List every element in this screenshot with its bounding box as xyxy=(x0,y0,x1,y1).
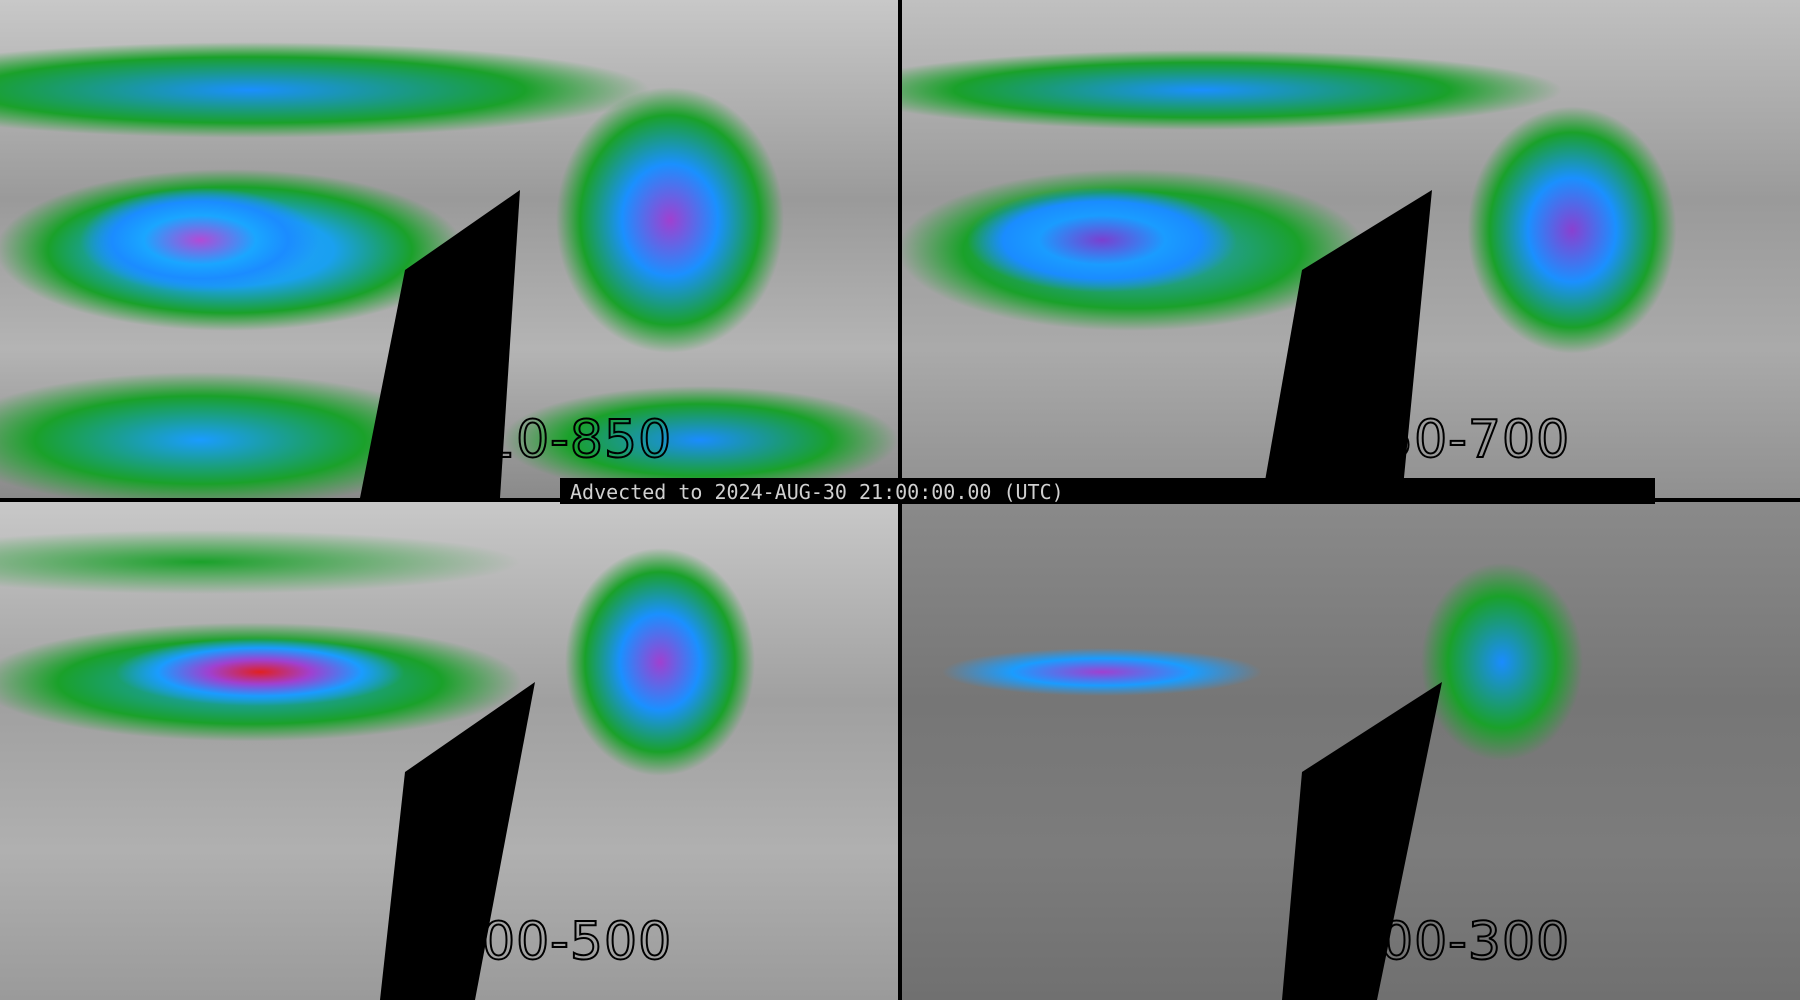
layer-label: 50-700 xyxy=(1379,409,1571,471)
no-data-wedge xyxy=(1282,682,1442,1000)
layer-label: 00-300 xyxy=(1379,911,1571,973)
no-data-wedge xyxy=(360,190,520,498)
no-data-wedge xyxy=(380,682,535,1000)
layer-label: 10-850 xyxy=(481,409,673,471)
layer-label: 00-500 xyxy=(481,911,673,973)
panel-850-700: 50-700 xyxy=(902,0,1800,498)
panel-500-300: 00-300 xyxy=(902,502,1800,1000)
panel-1000-850: 10-850 xyxy=(0,0,898,498)
panel-700-500: 00-500 xyxy=(0,502,898,1000)
valid-time-text: Advected to 2024-AUG-30 21:00:00.00 (UTC… xyxy=(570,480,1064,504)
valid-time-banner: Advected to 2024-AUG-30 21:00:00.00 (UTC… xyxy=(560,478,1655,504)
no-data-wedge xyxy=(1262,190,1432,498)
